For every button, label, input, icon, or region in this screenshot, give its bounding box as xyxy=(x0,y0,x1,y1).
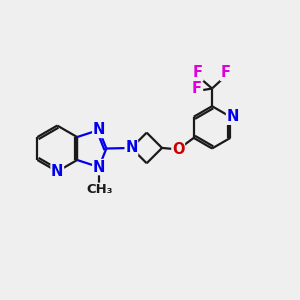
Text: CH₃: CH₃ xyxy=(86,183,113,196)
Text: N: N xyxy=(125,140,138,155)
Text: F: F xyxy=(193,65,203,80)
Text: O: O xyxy=(172,142,184,157)
Text: N: N xyxy=(226,109,239,124)
Text: N: N xyxy=(51,164,63,179)
Text: N: N xyxy=(93,160,105,175)
Text: F: F xyxy=(220,65,231,80)
Text: F: F xyxy=(192,81,202,96)
Text: N: N xyxy=(93,122,105,137)
